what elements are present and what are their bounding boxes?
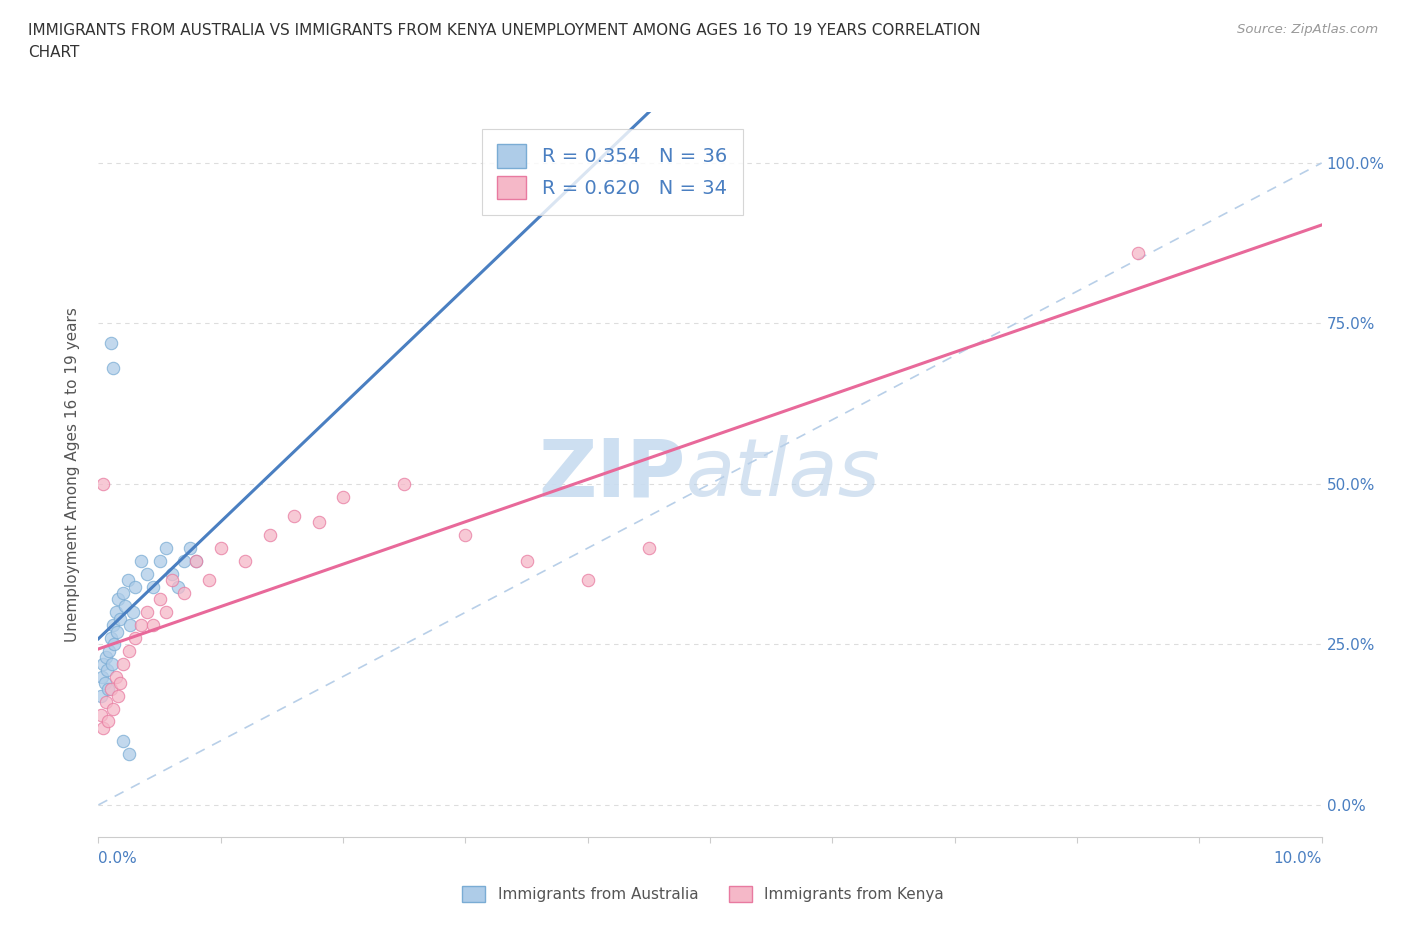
Text: Source: ZipAtlas.com: Source: ZipAtlas.com <box>1237 23 1378 36</box>
Point <box>142 618 165 632</box>
Point <box>100 682 122 697</box>
Point <box>107 688 129 703</box>
Point <box>93 675 115 690</box>
Point <box>637 540 661 555</box>
Y-axis label: Unemployment Among Ages 16 to 19 years: Unemployment Among Ages 16 to 19 years <box>65 307 80 642</box>
Point <box>136 604 159 619</box>
Point <box>136 566 159 581</box>
Point <box>454 528 477 543</box>
Point <box>308 515 330 530</box>
Point <box>117 573 139 588</box>
Point <box>197 573 219 588</box>
Point <box>90 688 112 703</box>
Point <box>155 540 177 555</box>
Point <box>97 714 120 729</box>
Point <box>173 553 195 568</box>
Point <box>121 604 143 619</box>
Point <box>233 553 256 568</box>
Point <box>118 746 141 761</box>
Point <box>160 573 183 588</box>
Legend: Immigrants from Australia, Immigrants from Kenya: Immigrants from Australia, Immigrants fr… <box>457 880 949 909</box>
Point <box>111 733 134 748</box>
Point <box>209 540 232 555</box>
Point <box>142 579 165 594</box>
Point <box>120 618 142 632</box>
Text: 10.0%: 10.0% <box>1274 851 1322 866</box>
Point <box>155 604 177 619</box>
Point <box>105 624 128 639</box>
Point <box>94 695 117 710</box>
Point <box>111 586 134 601</box>
Point <box>100 335 122 350</box>
Text: 0.0%: 0.0% <box>98 851 138 866</box>
Point <box>160 566 183 581</box>
Point <box>91 721 114 736</box>
Point <box>332 489 354 504</box>
Point <box>91 476 114 491</box>
Point <box>259 528 281 543</box>
Text: ZIP: ZIP <box>538 435 686 513</box>
Point <box>91 657 114 671</box>
Point <box>101 701 124 716</box>
Point <box>107 592 129 607</box>
Point <box>392 476 416 491</box>
Point <box>118 644 141 658</box>
Point <box>100 631 122 645</box>
Point <box>124 579 146 594</box>
Point <box>101 618 124 632</box>
Point <box>103 637 125 652</box>
Point <box>104 669 127 684</box>
Point <box>124 631 146 645</box>
Point <box>129 618 152 632</box>
Text: IMMIGRANTS FROM AUSTRALIA VS IMMIGRANTS FROM KENYA UNEMPLOYMENT AMONG AGES 16 TO: IMMIGRANTS FROM AUSTRALIA VS IMMIGRANTS … <box>28 23 981 38</box>
Point <box>149 553 172 568</box>
Legend: R = 0.354   N = 36, R = 0.620   N = 34: R = 0.354 N = 36, R = 0.620 N = 34 <box>482 128 742 215</box>
Point <box>98 644 121 658</box>
Point <box>149 592 172 607</box>
Point <box>1128 246 1150 260</box>
Point <box>186 553 208 568</box>
Text: atlas: atlas <box>686 435 880 513</box>
Point <box>110 675 132 690</box>
Point <box>94 650 117 665</box>
Point <box>576 573 599 588</box>
Point <box>101 361 124 376</box>
Point <box>173 586 195 601</box>
Text: CHART: CHART <box>28 45 80 60</box>
Point <box>167 579 190 594</box>
Point <box>111 657 134 671</box>
Point <box>91 669 114 684</box>
Point <box>516 553 538 568</box>
Point <box>101 657 124 671</box>
Point <box>110 611 132 626</box>
Point <box>129 553 152 568</box>
Point <box>96 663 118 678</box>
Point <box>186 553 208 568</box>
Point <box>97 682 120 697</box>
Point <box>90 708 112 723</box>
Point <box>179 540 201 555</box>
Point <box>283 509 305 524</box>
Point <box>104 604 127 619</box>
Point <box>114 599 136 614</box>
